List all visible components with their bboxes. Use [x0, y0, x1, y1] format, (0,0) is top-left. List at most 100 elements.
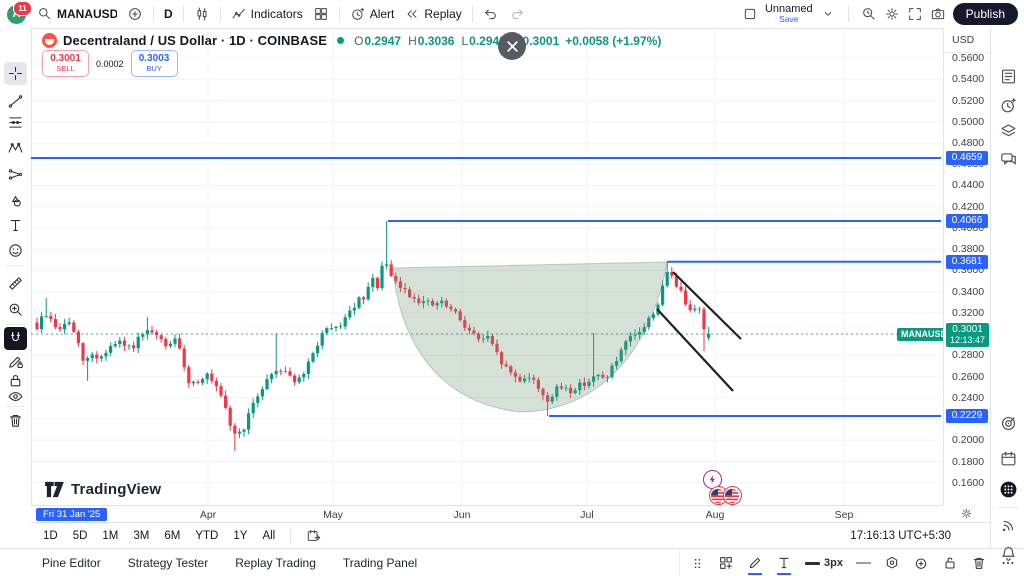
fib-retracement-icon[interactable]	[4, 111, 27, 134]
magnet-icon[interactable]	[4, 327, 27, 350]
drawing-settings-toolbar: 3px	[679, 549, 1016, 576]
draw-lock-icon[interactable]	[4, 350, 27, 373]
crosshair-icon[interactable]	[4, 62, 27, 85]
tradingview-watermark: TradingView	[44, 481, 161, 498]
object-tree-icon[interactable]	[997, 119, 1019, 141]
chevron-down-icon[interactable]	[820, 6, 836, 22]
hide-all-icon[interactable]	[4, 385, 27, 408]
xabcd-pattern-icon[interactable]	[4, 137, 27, 160]
search-icon	[37, 6, 53, 22]
price-tick: 0.2600	[952, 370, 985, 383]
range-1y-button[interactable]: 1Y	[233, 530, 248, 542]
range-all-button[interactable]: All	[262, 530, 276, 542]
sell-button[interactable]: 0.3001 SELL	[42, 50, 89, 77]
range-3m-button[interactable]: 3M	[133, 530, 150, 542]
replay-button[interactable]: Replay	[399, 2, 466, 26]
change-value: +0.0058 (+1.97%)	[565, 33, 662, 48]
tab-strategy-tester[interactable]: Strategy Tester	[127, 556, 209, 570]
clock-time[interactable]: 17:16:13 UTC+5:30	[850, 530, 951, 542]
price-tick: 0.4800	[952, 137, 985, 150]
drag-handle-icon[interactable]	[690, 556, 705, 571]
level-price-tag: 0.4659	[946, 151, 988, 165]
text-tool-icon[interactable]	[4, 214, 27, 237]
notifications-bell-icon[interactable]	[997, 542, 1019, 564]
indicator-templates-button[interactable]	[308, 2, 334, 26]
tab-trading-panel[interactable]: Trading Panel	[342, 556, 418, 570]
redo-button[interactable]	[504, 2, 530, 26]
price-tick: 0.2000	[952, 434, 985, 447]
top-toolbar: A 11 MANAUSD D Indicators	[0, 0, 1024, 29]
axis-settings-corner[interactable]	[943, 505, 990, 522]
tab-replay-trading[interactable]: Replay Trading	[235, 556, 316, 570]
add-alert-icon[interactable]	[913, 555, 929, 571]
delete-drawing-icon[interactable]	[971, 555, 987, 571]
interval-button[interactable]: D	[164, 7, 173, 21]
screener-target-icon[interactable]	[997, 412, 1019, 434]
quick-search-icon[interactable]	[861, 6, 877, 22]
shapes-icon[interactable]	[4, 189, 27, 212]
range-buttons: 1D 5D 1M 3M 6M YTD 1Y All	[43, 523, 322, 549]
remove-all-icon[interactable]	[4, 409, 27, 432]
date-tag: Fri 31 Jan '25	[36, 507, 108, 521]
decentraland-logo-icon	[42, 33, 57, 48]
price-tick: 0.1600	[952, 476, 985, 489]
lock-all-icon[interactable]	[4, 369, 27, 392]
undo-button[interactable]	[478, 2, 504, 26]
news-stream-icon[interactable]	[997, 514, 1019, 536]
us-flag-event-icon[interactable]	[722, 486, 742, 505]
more-options-icon[interactable]	[1000, 555, 1016, 571]
alerts-icon[interactable]	[997, 94, 1019, 116]
publish-button[interactable]: Publish	[952, 3, 1018, 25]
lock-drawing-icon[interactable]	[942, 555, 958, 571]
candlestick-chart[interactable]	[31, 28, 943, 505]
price-axis[interactable]: USD 0.56000.54000.52000.50000.48000.4600…	[943, 28, 999, 505]
redo-icon	[509, 6, 525, 22]
calendar-icon[interactable]	[997, 447, 1019, 469]
line-color-icon[interactable]	[747, 555, 763, 575]
price-tick: 0.5600	[952, 52, 985, 65]
range-1m-button[interactable]: 1M	[102, 530, 119, 542]
close-icon[interactable]	[498, 32, 526, 60]
axis-gear-icon[interactable]	[960, 507, 973, 520]
watchlist-icon[interactable]	[997, 65, 1019, 87]
drawing-settings-icon[interactable]	[884, 555, 900, 571]
layout-name-menu[interactable]: Unnamed Save	[764, 3, 813, 25]
alert-button[interactable]: Alert	[345, 2, 400, 26]
month-label: Apr	[199, 509, 217, 521]
trend-line-icon[interactable]	[4, 90, 27, 113]
text-color-icon[interactable]	[776, 555, 792, 575]
time-axis[interactable]: Fri 31 Jan '25 Apr May Jun Jul Aug Sep	[31, 505, 943, 523]
us-flag-event-icon[interactable]	[708, 486, 728, 505]
tab-pine-editor[interactable]: Pine Editor	[42, 556, 101, 570]
range-5d-button[interactable]: 5D	[72, 530, 88, 542]
go-to-date-icon[interactable]	[306, 528, 322, 544]
line-thickness-button[interactable]: 3px	[805, 557, 843, 569]
price-tick: 0.5000	[952, 115, 985, 128]
zoom-in-icon[interactable]	[4, 298, 27, 321]
symbol-title[interactable]: Decentraland / US Dollar · 1D · COINBASE	[63, 33, 328, 48]
fullscreen-icon[interactable]	[907, 6, 923, 22]
chart-style-button[interactable]	[189, 2, 215, 26]
layout-checkbox-icon[interactable]	[742, 6, 758, 22]
settings-gear-icon[interactable]	[884, 6, 900, 22]
template-icon[interactable]	[718, 555, 734, 571]
emoji-icon[interactable]	[4, 239, 27, 262]
forecast-icon[interactable]	[4, 163, 27, 186]
hotlist-icon[interactable]	[997, 478, 1019, 500]
indicators-button[interactable]: Indicators	[226, 2, 308, 26]
compare-add-button[interactable]	[122, 2, 148, 26]
buy-button[interactable]: 0.3003 BUY	[130, 50, 178, 77]
month-label: Jun	[453, 509, 471, 521]
snapshot-camera-icon[interactable]	[930, 6, 946, 22]
range-6m-button[interactable]: 6M	[164, 530, 181, 542]
range-1d-button[interactable]: 1D	[43, 530, 58, 542]
line-style-button[interactable]	[856, 562, 871, 564]
ruler-icon[interactable]	[4, 272, 27, 295]
symbol-search-button[interactable]: MANAUSD	[32, 2, 122, 26]
user-avatar[interactable]: A 11	[7, 0, 32, 24]
save-link[interactable]: Save	[779, 14, 799, 24]
price-tick: 0.3200	[952, 306, 985, 319]
chat-icon[interactable]	[997, 148, 1019, 170]
range-ytd-button[interactable]: YTD	[195, 530, 219, 542]
